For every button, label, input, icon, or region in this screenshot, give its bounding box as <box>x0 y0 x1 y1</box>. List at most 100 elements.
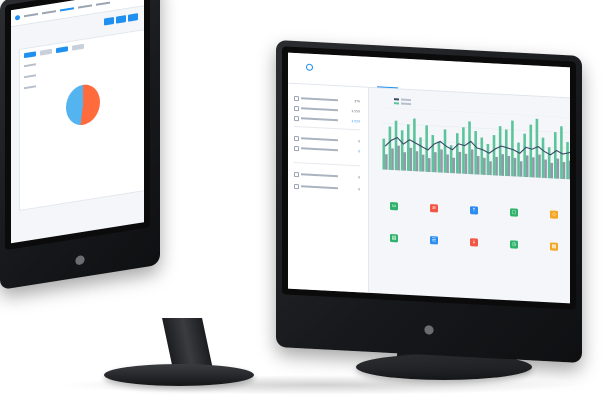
stat-icon <box>294 105 299 111</box>
bar-series-a <box>529 124 533 178</box>
bar-series-a <box>486 144 490 176</box>
module-tile-0[interactable]: ▭ <box>380 201 408 224</box>
bar-series-a <box>566 142 569 180</box>
nav-item-6[interactable] <box>537 66 564 97</box>
module-label <box>458 249 490 251</box>
module-label <box>458 217 490 219</box>
module-tile-2[interactable]: ↑ <box>460 206 488 229</box>
module-tile-1[interactable]: ≡ <box>420 204 448 227</box>
bar-series-b <box>434 152 437 173</box>
bar-series-a <box>449 145 453 174</box>
bar-series-b <box>403 152 407 171</box>
apple-logo-icon: ● <box>423 321 435 337</box>
bar-series-b <box>556 158 560 179</box>
bar-series-a <box>394 120 398 171</box>
left-stand-foot <box>104 364 254 386</box>
module-tile-7[interactable]: ↓ <box>460 238 488 261</box>
left-nav-item[interactable] <box>24 12 38 18</box>
right-monitor-body: 376 1,550 1,520 0 0 0 0 ▭ ≡ ↑ ▢ ◇ ▤ ☰ ↓ ◷ ▦ ● <box>276 40 582 364</box>
sidebar-stat-6[interactable]: 0 <box>294 182 360 193</box>
nav-item-5[interactable] <box>510 64 537 95</box>
stat-icon <box>294 135 299 141</box>
folder-icon: ▭ <box>390 201 398 211</box>
bar-series-a <box>541 137 545 179</box>
chart-icon: ▤ <box>390 233 398 243</box>
bar-series-b <box>532 157 535 178</box>
bar-series-a <box>425 125 428 172</box>
nav-item-1[interactable] <box>401 59 428 90</box>
bar-series-a <box>492 135 496 176</box>
module-label <box>418 246 450 248</box>
bar-series-b <box>415 151 419 172</box>
bar-series-b <box>391 148 394 171</box>
clock-icon: ◷ <box>510 240 518 249</box>
bar-chart <box>382 107 570 180</box>
apple-logo-icon: ● <box>74 251 86 268</box>
nav-item-2[interactable] <box>428 60 455 91</box>
bar-series-b <box>427 158 431 173</box>
sidebar-stat-5[interactable]: 0 <box>294 170 360 181</box>
module-tile-3[interactable]: ▢ <box>500 208 528 231</box>
stat-label <box>301 107 338 112</box>
legend-entry <box>394 98 411 102</box>
bar-series-b <box>409 147 413 172</box>
bar-series-b <box>470 149 474 175</box>
module-tile-4[interactable]: ◇ <box>540 210 568 233</box>
bar-series-b <box>440 149 443 173</box>
left-nav-item[interactable] <box>78 4 92 9</box>
bar-series-a <box>547 147 551 179</box>
nav-item-3[interactable] <box>455 61 482 92</box>
module-label <box>498 219 530 221</box>
sidebar-stat-2[interactable]: 1,520 <box>294 114 360 125</box>
bar-series-b <box>458 151 462 174</box>
right-monitor-bezel: 376 1,550 1,520 0 0 0 0 ▭ ≡ ↑ ▢ ◇ ▤ ☰ ↓ ◷ ▦ <box>282 46 576 310</box>
bar-series-a <box>480 137 484 175</box>
sidebar-divider <box>294 161 360 167</box>
left-filter-chip-active[interactable] <box>56 46 68 54</box>
module-tile-6[interactable]: ☰ <box>420 236 448 259</box>
left-nav-item[interactable] <box>96 1 110 6</box>
bar-series-a <box>431 134 435 173</box>
left-toolbar-button[interactable] <box>104 16 114 26</box>
stat-icon <box>294 183 299 189</box>
bar-series-a <box>400 130 404 171</box>
module-tile-9[interactable]: ▦ <box>540 242 568 265</box>
left-nav-item-active[interactable] <box>60 7 74 12</box>
right-monitor-screen: 376 1,550 1,520 0 0 0 0 ▭ ≡ ↑ ▢ ◇ ▤ ☰ ↓ ◷ ▦ <box>288 52 570 304</box>
left-toolbar-button[interactable] <box>116 15 126 24</box>
bar-series-a <box>382 138 386 170</box>
system-logo-icon <box>306 63 313 71</box>
sidebar-stat-4[interactable]: 0 <box>294 144 360 155</box>
bar-series-a <box>443 129 447 173</box>
bar-series-a <box>553 132 557 179</box>
left-monitor: ● <box>0 0 160 291</box>
module-tile-5[interactable]: ▤ <box>380 233 408 256</box>
bar-series-a <box>406 124 410 171</box>
document-icon: ≡ <box>430 204 438 213</box>
bar-series-b <box>446 154 449 174</box>
upload-icon: ↑ <box>470 206 478 215</box>
module-tile-8[interactable]: ◷ <box>500 240 528 263</box>
bar-series-b <box>519 161 523 177</box>
chart-legend <box>394 98 411 106</box>
cart-icon: ◇ <box>550 210 558 219</box>
bar-series-a <box>474 130 477 175</box>
left-filter-chip[interactable] <box>72 43 84 51</box>
left-filter-chip-active[interactable] <box>24 51 36 59</box>
left-nav-item[interactable] <box>42 10 56 15</box>
stat-value: 0 <box>358 139 360 144</box>
bar-series-a <box>517 142 520 177</box>
left-row-label <box>24 63 36 68</box>
nav-item-0[interactable] <box>374 57 401 88</box>
bar-series-b <box>385 154 388 170</box>
left-filter-chip[interactable] <box>40 48 52 56</box>
left-row-labels <box>24 63 36 98</box>
left-toolbar-button[interactable] <box>128 13 138 22</box>
bar-series-b <box>476 155 480 175</box>
left-monitor-body: ● <box>0 0 160 291</box>
list-icon: ☰ <box>430 236 438 245</box>
left-chart-card <box>19 28 144 211</box>
legend-entry <box>394 102 411 106</box>
nav-item-4[interactable] <box>483 63 510 94</box>
module-label <box>378 212 410 214</box>
